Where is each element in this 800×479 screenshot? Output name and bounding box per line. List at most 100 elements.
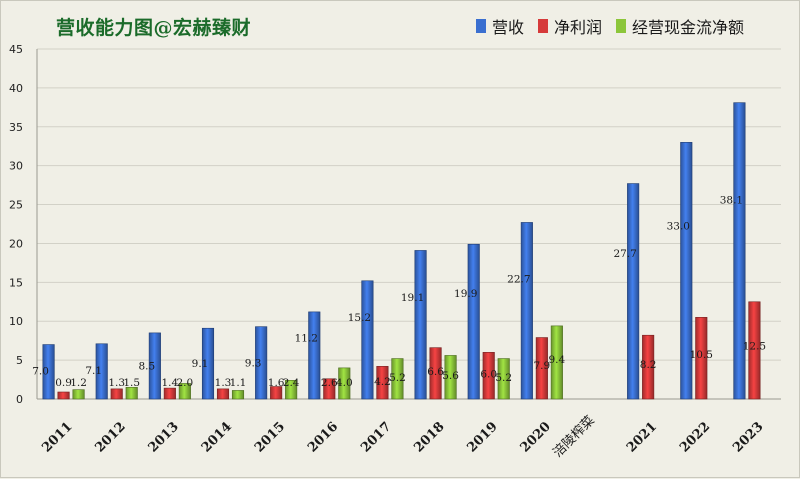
data-label: 38.1 xyxy=(720,194,743,206)
legend-label-net-profit: 净利润 xyxy=(554,18,603,37)
bar-revenue xyxy=(414,250,427,400)
chart-title: 营收能力图@宏赫臻财 xyxy=(56,17,252,39)
bar-revenue xyxy=(255,326,268,400)
bar-net-profit xyxy=(642,334,655,400)
bar-cash-flow xyxy=(231,390,245,400)
x-tick-label: 2018 xyxy=(411,419,447,455)
data-label: 9.3 xyxy=(245,357,262,369)
bar-net-profit xyxy=(695,317,708,400)
bar-revenue xyxy=(148,332,161,400)
chart-legend: 营收 净利润 经营现金流净额 xyxy=(476,15,744,37)
bar-cash-flow xyxy=(72,389,85,400)
data-label: 15.2 xyxy=(348,312,371,324)
data-label: 4.0 xyxy=(336,377,353,389)
data-label: 19.9 xyxy=(454,288,477,300)
data-label: 1.6 xyxy=(268,377,285,389)
x-tick-label: 2020 xyxy=(518,419,554,455)
y-tick-label: 20 xyxy=(9,237,23,250)
data-label: 5.2 xyxy=(495,372,512,384)
bar-revenue xyxy=(95,343,108,400)
bar-cash-flow xyxy=(125,387,138,400)
data-label: 8.2 xyxy=(640,359,657,371)
bar-net-profit xyxy=(110,388,123,400)
bar-net-profit xyxy=(482,352,495,400)
legend-item-cash-flow: 经营现金流净额 xyxy=(616,14,744,38)
y-tick-label: 0 xyxy=(16,393,23,406)
x-tick-label: 2013 xyxy=(146,419,182,455)
bar-net-profit xyxy=(323,378,336,400)
x-tick-label: 2017 xyxy=(358,419,394,455)
y-tick-label: 10 xyxy=(9,315,23,328)
data-label: 11.2 xyxy=(295,333,318,345)
data-label: 7.9 xyxy=(534,360,551,372)
data-label: 1.3 xyxy=(108,377,125,389)
x-tick-label: 2022 xyxy=(677,419,713,455)
legend-swatch-net-profit xyxy=(538,19,549,33)
bar-revenue xyxy=(627,183,640,400)
bar-net-profit xyxy=(270,386,283,400)
bar-cash-flow xyxy=(285,380,298,400)
data-label: 2.6 xyxy=(321,377,338,389)
legend-item-revenue: 营收 xyxy=(476,14,524,38)
y-tick-label: 35 xyxy=(9,121,23,134)
data-label: 1.4 xyxy=(162,377,179,389)
bar-net-profit xyxy=(163,387,176,400)
bar-net-profit xyxy=(429,347,442,400)
data-label: 6.6 xyxy=(427,366,444,378)
data-label: 4.2 xyxy=(374,376,391,388)
data-label: 5.2 xyxy=(389,372,406,384)
bar-net-profit xyxy=(57,391,70,400)
data-label: 9.4 xyxy=(549,354,566,366)
data-label: 19.1 xyxy=(401,292,424,304)
legend-swatch-cash-flow xyxy=(616,19,627,33)
bar-cash-flow xyxy=(497,358,510,400)
y-tick-label: 25 xyxy=(9,199,23,212)
legend-swatch-revenue xyxy=(476,19,486,33)
data-label: 8.5 xyxy=(139,360,156,372)
x-tick-label: 2016 xyxy=(305,419,341,455)
bar-net-profit xyxy=(535,337,548,400)
y-tick-label: 5 xyxy=(16,354,23,367)
data-label: 2.4 xyxy=(283,377,300,389)
y-tick-label: 30 xyxy=(9,160,23,173)
bar-revenue xyxy=(520,222,533,400)
bar-net-profit xyxy=(216,388,230,400)
bar-revenue xyxy=(467,243,480,400)
data-label: 1.5 xyxy=(123,377,140,389)
legend-label-revenue: 营收 xyxy=(492,18,525,37)
data-label: 1.2 xyxy=(70,377,87,389)
data-label: 1.3 xyxy=(215,377,232,389)
bar-revenue xyxy=(361,280,374,400)
data-label: 33.0 xyxy=(667,221,690,233)
bar-cash-flow xyxy=(178,383,191,400)
data-label: 1.1 xyxy=(230,377,247,389)
data-label: 27.7 xyxy=(613,248,636,260)
bar-cash-flow xyxy=(444,355,457,400)
data-label: 2.0 xyxy=(177,377,194,389)
data-label: 6.0 xyxy=(480,368,497,380)
x-tick-label: 2012 xyxy=(93,419,129,455)
x-tick-label: 2023 xyxy=(730,419,766,455)
x-tick-label: 2021 xyxy=(624,419,660,455)
data-label: 5.6 xyxy=(442,370,459,382)
y-tick-label: 45 xyxy=(9,43,23,56)
legend-item-net-profit: 净利润 xyxy=(538,14,602,38)
data-label: 9.1 xyxy=(192,358,209,370)
legend-label-cash-flow: 经营现金流净额 xyxy=(632,18,745,37)
bar-net-profit xyxy=(376,366,389,400)
bar-revenue xyxy=(733,102,746,400)
data-label: 12.5 xyxy=(743,341,766,353)
bar-revenue xyxy=(680,142,693,400)
data-label: 0.9 xyxy=(55,377,72,389)
bar-net-profit xyxy=(748,301,761,400)
bar-cash-flow xyxy=(550,325,563,400)
bar-revenue xyxy=(201,327,215,400)
y-tick-label: 40 xyxy=(9,82,23,95)
bar-cash-flow xyxy=(391,358,404,400)
bar-revenue xyxy=(308,311,321,400)
x-tick-label: 涪陵榨菜 xyxy=(550,413,598,461)
x-tick-label: 2014 xyxy=(199,419,235,455)
y-tick-label: 15 xyxy=(9,276,23,289)
